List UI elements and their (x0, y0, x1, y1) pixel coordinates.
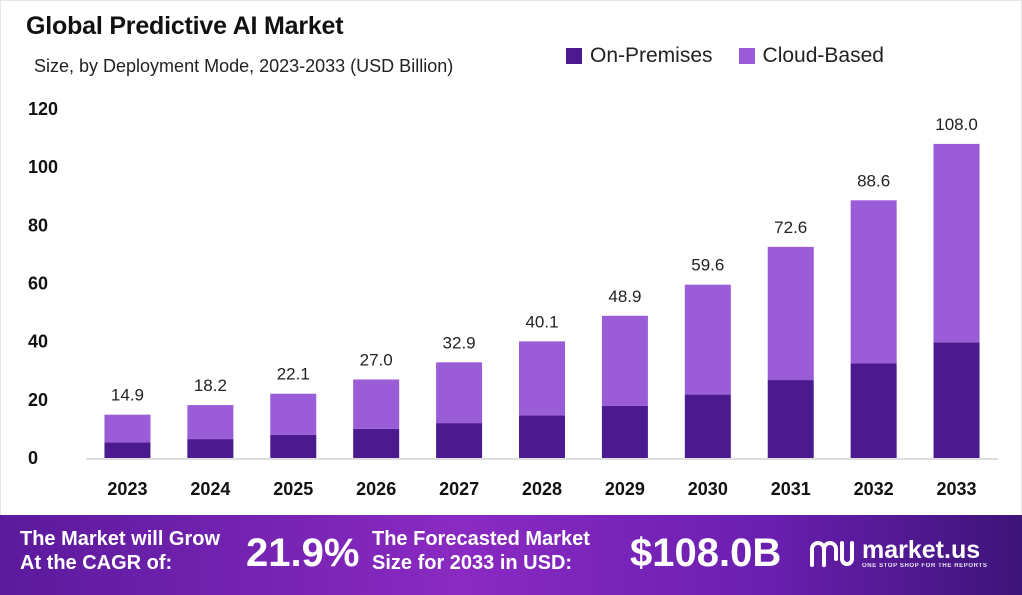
cagr-value: 21.9% (246, 531, 360, 575)
bar-cloud-based-2032 (850, 200, 897, 364)
brand-name: market.us (862, 536, 981, 564)
bar-cloud-based-2025 (270, 393, 317, 435)
bar-cloud-based-2026 (353, 379, 400, 429)
legend-item-on-premises: On-Premises (566, 44, 713, 68)
legend-label-cloud-based: Cloud-Based (762, 44, 884, 67)
forecast-label-line2: Size for 2033 in USD: (372, 552, 573, 574)
y-tick-label-100: 100 (28, 157, 58, 177)
bar-cloud-based-2029 (601, 315, 648, 406)
y-tick-label-0: 0 (28, 448, 38, 468)
cagr-label-line2: At the CAGR of: (20, 552, 173, 574)
data-label-2028: 40.1 (525, 312, 558, 331)
data-label-2025: 22.1 (277, 365, 310, 384)
brand-tagline: ONE STOP SHOP FOR THE REPORTS (862, 563, 988, 569)
x-tick-label-2032: 2032 (854, 479, 894, 499)
bar-on-premises-2033 (933, 342, 980, 458)
brand-logo: market.us ONE STOP SHOP FOR THE REPORTS (808, 535, 987, 571)
bar-cloud-based-2028 (519, 341, 565, 416)
cagr-label: The Market will Grow At the CAGR of: (20, 527, 220, 575)
bar-on-premises-2026 (353, 428, 400, 458)
legend-label-on-premises: On-Premises (590, 44, 713, 67)
footer-banner: The Market will Grow At the CAGR of: 21.… (0, 515, 1022, 595)
bar-on-premises-2032 (850, 363, 897, 458)
y-tick-label-80: 80 (28, 215, 48, 235)
chart-title: Global Predictive AI Market (26, 12, 344, 40)
x-tick-label-2025: 2025 (273, 479, 313, 499)
data-label-2031: 72.6 (774, 218, 807, 237)
bar-on-premises-2027 (436, 423, 483, 458)
y-tick-label-20: 20 (28, 390, 48, 410)
forecast-label-line1: The Forecasted Market (372, 528, 590, 550)
x-tick-label-2028: 2028 (522, 479, 562, 499)
x-tick-label-2030: 2030 (688, 479, 728, 499)
data-label-2026: 27.0 (360, 350, 393, 369)
legend-item-cloud-based: Cloud-Based (738, 44, 884, 68)
bar-cloud-based-2030 (684, 284, 731, 395)
data-label-2029: 48.9 (608, 287, 641, 306)
bar-cloud-based-2033 (933, 143, 980, 343)
bar-chart: 0 20 40 60 80 100 120 14.9 2023 18.2 2024 22.1 2025 2… (28, 99, 998, 499)
forecast-value: $108.0B (630, 531, 782, 575)
data-label-2032: 88.6 (857, 171, 890, 190)
bar-cloud-based-2024 (187, 405, 234, 440)
x-tick-label-2031: 2031 (771, 479, 811, 499)
chart-subtitle: Size, by Deployment Mode, 2023-2033 (USD… (34, 56, 454, 76)
x-tick-label-2033: 2033 (937, 479, 977, 499)
legend: On-Premises Cloud-Based (566, 44, 884, 68)
y-tick-label-120: 120 (28, 99, 58, 119)
bar-on-premises-2029 (601, 405, 648, 458)
x-tick-label-2027: 2027 (439, 479, 479, 499)
x-tick-label-2026: 2026 (356, 479, 396, 499)
bar-on-premises-2030 (684, 394, 731, 458)
y-tick-label-40: 40 (28, 332, 48, 352)
forecast-label: The Forecasted Market Size for 2033 in U… (372, 527, 590, 575)
data-label-2023: 14.9 (111, 386, 144, 405)
market-us-logo-icon (810, 541, 854, 567)
x-tick-label-2023: 2023 (107, 479, 147, 499)
y-tick-label-60: 60 (28, 274, 48, 294)
x-tick-label-2024: 2024 (190, 479, 230, 499)
bar-on-premises-2025 (270, 434, 317, 458)
bar-cloud-based-2027 (436, 362, 483, 424)
x-tick-label-2029: 2029 (605, 479, 645, 499)
data-label-2033: 108.0 (935, 115, 978, 134)
data-label-2024: 18.2 (194, 376, 227, 395)
bar-cloud-based-2031 (767, 246, 814, 381)
bar-on-premises-2023 (104, 442, 151, 458)
data-label-2027: 32.9 (443, 333, 476, 352)
bar-on-premises-2028 (519, 415, 565, 458)
bar-on-premises-2024 (187, 439, 234, 458)
bar-cloud-based-2023 (104, 414, 151, 443)
bar-on-premises-2031 (767, 380, 814, 458)
legend-swatch-cloud-based (738, 48, 755, 64)
cagr-label-line1: The Market will Grow (20, 528, 221, 550)
legend-swatch-on-premises (566, 48, 582, 64)
data-label-2030: 59.6 (691, 256, 724, 275)
